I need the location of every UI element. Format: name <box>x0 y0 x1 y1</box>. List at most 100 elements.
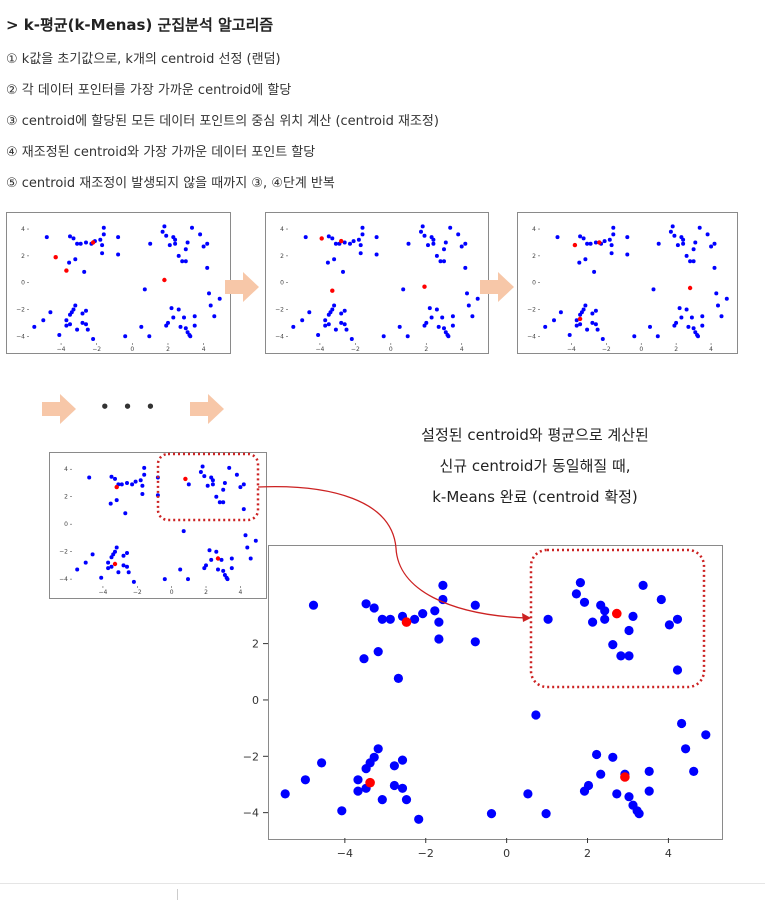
data-point <box>166 320 170 325</box>
data-point <box>98 237 103 242</box>
data-point <box>32 324 37 329</box>
x-tick-label: 2 <box>584 847 591 860</box>
data-point <box>351 239 356 244</box>
data-point <box>342 322 347 327</box>
data-point <box>574 323 579 328</box>
iteration-3-plot: −4 −2 0 2 4 4 2 0 −2 −4 <box>517 212 738 354</box>
data-point <box>463 241 468 246</box>
x-tick-label: −4 <box>57 346 66 353</box>
data-point <box>374 252 379 257</box>
data-point <box>567 333 572 337</box>
data-point <box>330 236 335 241</box>
data-point <box>374 235 379 240</box>
centroid-point <box>90 240 96 245</box>
data-point <box>241 482 246 487</box>
data-point <box>342 308 347 313</box>
data-point <box>401 287 406 292</box>
data-point <box>600 614 610 624</box>
data-point <box>248 556 253 561</box>
data-point <box>130 482 135 487</box>
data-point <box>470 637 480 647</box>
data-point <box>684 307 689 312</box>
y-tick-label: 4 <box>21 226 25 233</box>
connector-arrow <box>257 486 528 619</box>
centroid-point <box>687 285 693 291</box>
data-point <box>531 710 541 720</box>
data-point <box>339 320 344 325</box>
data-point <box>210 478 215 483</box>
data-point <box>192 314 197 319</box>
data-point <box>684 253 689 258</box>
data-point <box>342 240 347 245</box>
note-line-3: k-Means 완료 (centroid 확정) <box>432 488 638 506</box>
data-point <box>229 556 234 561</box>
y-tick-label: 2 <box>532 253 536 260</box>
data-point <box>578 234 583 239</box>
data-point <box>624 651 634 661</box>
data-point <box>634 809 644 819</box>
y-tick-label: 0 <box>532 280 536 287</box>
x-tick-label: 4 <box>460 346 464 353</box>
data-point <box>686 324 691 329</box>
data-point <box>84 240 88 245</box>
data-point <box>440 315 445 320</box>
data-point <box>679 315 684 320</box>
data-point <box>418 609 428 619</box>
data-point <box>82 269 87 274</box>
data-point <box>590 311 595 316</box>
data-point <box>121 553 126 558</box>
centroid-point <box>577 316 583 322</box>
data-point <box>344 327 349 332</box>
centroid-point <box>339 238 344 244</box>
data-point <box>434 634 444 644</box>
y-tick-label: 2 <box>252 638 259 651</box>
scatter-svg: −4 −2 0 2 4 4 2 0 −2 −4 <box>16 224 222 353</box>
data-point <box>674 320 679 325</box>
data-point <box>208 303 213 308</box>
data-point <box>48 310 53 315</box>
data-point <box>356 237 361 242</box>
data-point <box>644 786 654 796</box>
data-point <box>443 240 448 245</box>
data-point <box>188 334 193 339</box>
data-point <box>113 549 117 554</box>
x-tick-label: −4 <box>337 847 353 860</box>
data-point <box>116 235 121 240</box>
data-point <box>426 243 430 248</box>
x-tick-label: 0 <box>503 847 510 860</box>
data-point <box>182 315 186 320</box>
data-point <box>64 318 69 323</box>
data-point <box>588 617 598 627</box>
data-point <box>101 225 106 230</box>
data-point <box>316 333 321 337</box>
ellipsis: • • • <box>100 398 160 416</box>
data-point <box>323 318 328 323</box>
data-point <box>700 323 705 328</box>
y-tick-label: 2 <box>21 253 25 260</box>
data-point <box>377 614 387 624</box>
data-point <box>672 665 683 675</box>
step-3: ③ centroid에 할당된 모든 데이터 포인트의 중심 위치 계산 (ce… <box>6 114 439 129</box>
data-point <box>75 327 80 332</box>
data-point <box>616 651 626 661</box>
data-point <box>325 260 330 265</box>
centroid-point <box>64 268 69 273</box>
centroid-point <box>112 561 118 567</box>
data-point <box>414 814 424 824</box>
data-point <box>178 324 183 329</box>
data-point <box>90 552 95 557</box>
centroid-point <box>597 240 602 245</box>
centroid-point <box>330 288 335 293</box>
data-point <box>625 235 630 240</box>
data-point <box>438 580 448 590</box>
data-point <box>596 769 606 779</box>
data-point <box>543 614 553 624</box>
data-point <box>543 324 548 329</box>
data-point <box>198 232 203 237</box>
data-point <box>625 252 630 257</box>
y-tick-label: −4 <box>243 807 259 820</box>
scatter-svg: −4 −2 0 2 4 4 2 0 −2 −4 <box>275 224 480 353</box>
data-point <box>210 482 215 487</box>
data-point <box>241 507 246 512</box>
data-point <box>125 564 129 569</box>
